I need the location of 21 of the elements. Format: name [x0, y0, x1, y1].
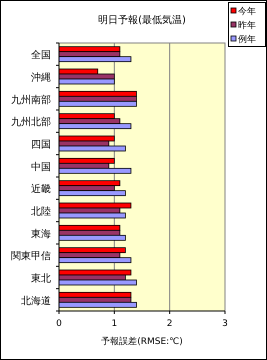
chart-title: 明日予報(最低気温) [98, 14, 186, 26]
x-tick-label: 1 [111, 319, 118, 329]
y-tick-label: 九州北部 [11, 116, 51, 128]
x-axis-title: 予報誤差(RMSE:℃) [101, 336, 183, 347]
x-tick-label: 2 [166, 319, 173, 329]
x-tick-label: 0 [56, 319, 62, 329]
x-tick-label: 3 [222, 319, 228, 329]
y-tick-label: 中国 [31, 160, 51, 173]
y-tick-label: 全国 [31, 49, 51, 62]
y-tick-label: 東北 [31, 272, 51, 284]
legend-label: 昨年 [238, 20, 256, 31]
y-tick-label: 北海道 [21, 294, 51, 307]
y-tick-label: 四国 [31, 140, 51, 150]
y-tick-label: 沖縄 [31, 72, 51, 84]
y-tick-label: 北陸 [31, 206, 51, 218]
y-tick-label: 近畿 [31, 183, 51, 196]
y-tick-label: 東海 [31, 228, 51, 240]
legend-label: 今年 [238, 6, 256, 17]
y-tick-label: 九州南部 [11, 94, 51, 106]
y-tick-label: 関東甲信 [11, 250, 51, 262]
legend-label: 例年 [238, 34, 256, 45]
